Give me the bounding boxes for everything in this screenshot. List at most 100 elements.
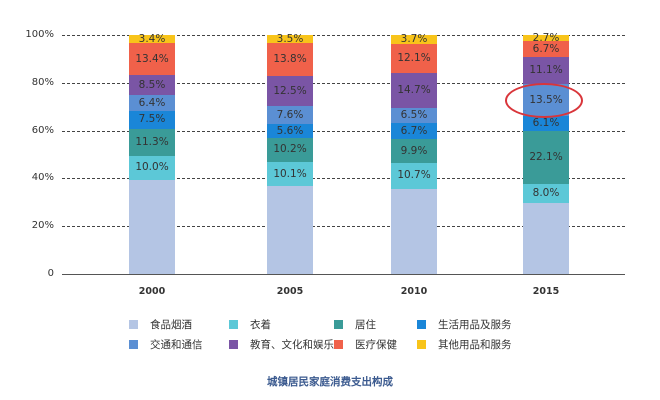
data-label: 11.3% — [135, 135, 169, 148]
data-label: 12.5% — [273, 84, 307, 97]
data-label: 7.5% — [138, 113, 166, 126]
gridline — [62, 35, 625, 36]
data-label: 22.1% — [529, 150, 563, 163]
legend-swatch-icon — [417, 339, 426, 349]
data-label: 6.7% — [400, 124, 428, 137]
x-tick-label: 2010 — [400, 286, 428, 297]
bar-segment: 3.5% — [267, 32, 313, 45]
data-label: 7.6% — [276, 108, 304, 121]
legend-item: 衣着 — [229, 317, 271, 331]
bar-2015: 8.0% 22.1% 6.1% 13.5% 11.1% 6.7% 2.7% — [523, 0, 569, 400]
bar-segment: 6.1% — [523, 116, 569, 131]
legend-swatch-icon — [334, 339, 343, 349]
legend-label: 其他用品和服务 — [438, 338, 512, 351]
bar-segment: 10.7% — [391, 163, 437, 189]
bar-segment: 6.5% — [391, 107, 437, 124]
legend-item: 其他用品和服务 — [417, 337, 512, 351]
bar-segment: 3.4% — [129, 32, 175, 45]
bar-segment: 13.8% — [267, 43, 313, 77]
legend-label: 交通和通信 — [150, 338, 203, 351]
data-label: 10.1% — [273, 167, 307, 180]
bar-segment: 2.7% — [523, 32, 569, 43]
bar-segment — [523, 202, 569, 274]
bar-segment: 6.4% — [129, 95, 175, 111]
bar-segment — [267, 186, 313, 274]
bar-segment: 9.9% — [391, 139, 437, 164]
bar-2010: 10.7% 9.9% 6.7% 6.5% 14.7% 12.1% 3.7% — [391, 0, 437, 400]
data-label: 3.4% — [138, 32, 166, 45]
bar-segment — [129, 179, 175, 274]
bar-segment: 10.2% — [267, 137, 313, 163]
bar-segment: 5.6% — [267, 124, 313, 138]
y-tick-label: 40% — [31, 172, 54, 184]
bar-segment: 3.7% — [391, 32, 437, 45]
bar-segment: 6.7% — [391, 123, 437, 140]
data-label: 6.4% — [138, 96, 166, 109]
x-axis-line — [62, 274, 625, 275]
bar-segment: 7.5% — [129, 110, 175, 129]
bar-segment: 8.0% — [523, 183, 569, 203]
legend-label: 医疗保健 — [355, 338, 397, 351]
legend-swatch-icon — [229, 319, 238, 329]
chart-title: 城镇居民家庭消费支出构成 — [267, 376, 393, 388]
legend-swatch-icon — [334, 319, 343, 329]
data-label: 5.6% — [276, 124, 304, 137]
y-tick-label: 80% — [31, 76, 54, 88]
legend-label: 衣着 — [250, 318, 271, 331]
data-label: 10.0% — [135, 161, 169, 174]
bar-segment: 12.1% — [391, 43, 437, 73]
bar-segment: 11.3% — [129, 128, 175, 156]
bar-2000: 10.0% 11.3% 7.5% 6.4% 8.5% 13.4% 3.4% — [129, 0, 175, 400]
y-tick-label: 0 — [47, 268, 54, 279]
data-label: 6.1% — [532, 117, 560, 130]
data-label: 13.4% — [135, 52, 169, 65]
legend-label: 生活用品及服务 — [438, 318, 512, 331]
legend-label: 教育、文化和娱乐 — [250, 338, 334, 351]
data-label: 11.1% — [529, 64, 563, 77]
data-label: 10.7% — [397, 169, 431, 182]
legend-swatch-icon — [229, 339, 238, 349]
legend-label: 食品烟酒 — [150, 318, 192, 331]
x-tick-label: 2015 — [532, 286, 560, 297]
data-label: 10.2% — [273, 143, 307, 156]
bar-2005: 10.1% 10.2% 5.6% 7.6% 12.5% 13.8% 3.5% — [267, 0, 313, 400]
data-label: 14.7% — [397, 83, 431, 96]
x-tick-label: 2000 — [138, 286, 166, 297]
x-tick-label: 2005 — [276, 286, 304, 297]
data-label: 6.5% — [400, 109, 428, 122]
legend-label: 居住 — [355, 318, 376, 331]
gridline — [62, 226, 625, 228]
data-label: 3.7% — [400, 32, 428, 45]
gridline — [62, 178, 625, 180]
legend-item: 教育、文化和娱乐 — [229, 337, 334, 351]
bar-segment: 6.7% — [523, 41, 569, 58]
bar-segment: 22.1% — [523, 130, 569, 184]
legend-item: 居住 — [334, 317, 376, 331]
data-label: 8.5% — [138, 78, 166, 91]
legend-item: 生活用品及服务 — [417, 317, 512, 331]
bar-segment: 8.5% — [129, 75, 175, 96]
y-tick-label: 100% — [25, 29, 54, 40]
legend-swatch-icon — [129, 339, 138, 349]
bar-segment: 10.1% — [267, 162, 313, 187]
legend-item: 交通和通信 — [129, 337, 203, 351]
data-label: 12.1% — [397, 51, 431, 64]
bar-segment: 14.7% — [391, 72, 437, 108]
data-label: 8.0% — [532, 186, 560, 199]
data-label: 9.9% — [400, 144, 428, 157]
bar-segment: 12.5% — [267, 76, 313, 107]
legend-swatch-icon — [417, 319, 426, 329]
bar-segment — [391, 188, 437, 274]
gridline — [62, 130, 625, 132]
bar-segment: 10.0% — [129, 155, 175, 180]
data-label: 3.5% — [276, 32, 304, 45]
gridline — [62, 82, 625, 84]
y-tick-label: 60% — [31, 124, 54, 136]
bar-segment: 13.4% — [129, 43, 175, 76]
data-label: 6.7% — [532, 42, 560, 55]
data-label: 13.8% — [273, 53, 307, 66]
bar-segment: 13.5% — [523, 83, 569, 117]
y-tick-label: 20% — [31, 220, 54, 232]
legend-item: 食品烟酒 — [129, 317, 192, 331]
